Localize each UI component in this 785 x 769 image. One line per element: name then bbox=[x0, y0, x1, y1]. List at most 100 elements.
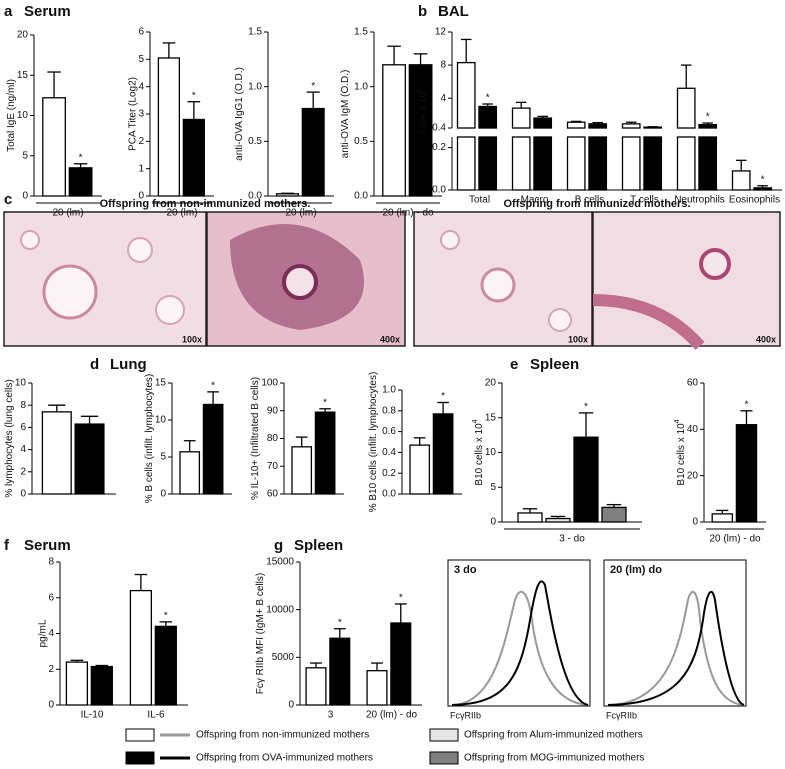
significance-label: * bbox=[311, 81, 315, 92]
bar bbox=[74, 423, 105, 495]
bar bbox=[432, 413, 454, 495]
legend-label: Offspring from MOG-immunized mothers bbox=[464, 753, 644, 764]
y-tick-label: 0 bbox=[160, 489, 166, 500]
y-tick-label: 15 bbox=[485, 412, 497, 423]
y-tick-label: 2 bbox=[48, 664, 54, 675]
y-tick-label: 1.0 bbox=[382, 385, 396, 396]
magnification: 100x bbox=[568, 334, 588, 344]
y-tick-label: 20 bbox=[485, 378, 497, 389]
bar bbox=[676, 87, 696, 129]
y-axis-label-text: PCA Titer (Log2) bbox=[127, 77, 138, 151]
y-tick-label: 8 bbox=[440, 60, 446, 71]
y-tick-label: 15 bbox=[17, 70, 29, 81]
significance-label: * bbox=[584, 402, 588, 413]
panel-letter: f bbox=[4, 537, 10, 554]
histogram-x-label: FcγRIIb bbox=[450, 710, 481, 720]
y-tick-label: 0.2 bbox=[432, 142, 446, 153]
bar bbox=[621, 123, 641, 129]
y-tick-label: 5000 bbox=[272, 652, 295, 663]
bar bbox=[409, 444, 431, 495]
bar bbox=[90, 665, 113, 706]
y-axis-label-text: anti-OVA IgG1 (O.D.) bbox=[234, 67, 245, 161]
y-tick-label: 80 bbox=[267, 433, 279, 444]
x-tick-label: Macro bbox=[521, 195, 549, 206]
y-tick-label: 3 bbox=[138, 109, 144, 120]
legend-swatch bbox=[125, 751, 155, 765]
legend-label: Offspring from OVA-immunized mothers bbox=[196, 753, 373, 764]
y-tick-label: 10 bbox=[15, 378, 27, 389]
y-axis-label: % B10 cells (infilt. lymphocytes) bbox=[368, 372, 379, 513]
y-tick-label: 0 bbox=[138, 191, 144, 202]
y-tick-label: 12 bbox=[435, 27, 447, 38]
bar bbox=[621, 136, 641, 191]
magnification: 100x bbox=[182, 334, 202, 344]
y-tick-label: 6 bbox=[138, 27, 144, 38]
bar bbox=[545, 517, 571, 523]
y-tick-label: 100 bbox=[261, 378, 278, 389]
y-axis-label-text: B10 cells x 10 bbox=[473, 423, 484, 486]
bar bbox=[301, 107, 325, 197]
bar bbox=[456, 136, 476, 191]
x-tick-label: 20 (lm) - do bbox=[382, 208, 434, 219]
bar bbox=[643, 136, 663, 191]
x-tick-label: Total bbox=[469, 195, 490, 206]
y-tick-label: 10000 bbox=[266, 604, 294, 615]
x-tick-label: 20 (lm) - do bbox=[709, 534, 761, 545]
bar bbox=[366, 670, 388, 706]
panel-title: Serum bbox=[24, 3, 71, 20]
y-tick-label: 0 bbox=[288, 700, 294, 711]
histogram bbox=[447, 559, 591, 707]
y-axis-label: anti-OVA IgM (O.D.) bbox=[340, 70, 351, 159]
y-tick-label: 0.4 bbox=[382, 447, 396, 458]
y-axis-label-sup: 4 bbox=[472, 419, 479, 423]
y-axis-label-text: % lymphocytes (lung cells) bbox=[3, 379, 14, 497]
bar bbox=[154, 625, 177, 706]
y-tick-label: 8 bbox=[20, 400, 26, 411]
bar bbox=[456, 61, 476, 129]
x-tick-label: 20 (lm) bbox=[166, 208, 197, 219]
bar bbox=[65, 661, 89, 706]
y-tick-label: 10 bbox=[155, 415, 167, 426]
y-tick-label: 0 bbox=[692, 517, 698, 528]
y-axis-label-text: % IL-10+ (Infiltrated B cells) bbox=[250, 377, 261, 500]
significance-label: * bbox=[211, 381, 215, 392]
significance-label: * bbox=[441, 391, 445, 402]
y-tick-label: 0.5 bbox=[248, 136, 262, 147]
panel-letter: a bbox=[4, 3, 13, 20]
x-tick-label: Eosinophils bbox=[729, 195, 780, 206]
y-tick-label: 1.0 bbox=[354, 81, 368, 92]
significance-label: * bbox=[399, 593, 403, 604]
significance-label: * bbox=[192, 90, 196, 101]
bar bbox=[533, 117, 553, 129]
bar bbox=[314, 411, 336, 495]
bar bbox=[711, 513, 734, 523]
y-axis-label-text: % B cells (infilt. lymphocytes) bbox=[143, 374, 154, 503]
y-tick-label: 0 bbox=[490, 517, 496, 528]
panel-letter: d bbox=[90, 356, 99, 373]
micrograph-group-title: Offspring from immunized mothers. bbox=[503, 198, 690, 210]
bar bbox=[511, 136, 531, 191]
bar bbox=[588, 136, 608, 191]
y-tick-label: 4 bbox=[48, 628, 54, 639]
y-tick-label: 6 bbox=[48, 592, 54, 603]
y-axis-label: pg/mL bbox=[37, 619, 48, 647]
y-axis-label: cells x 105 bbox=[416, 88, 429, 134]
panel-title: Spleen bbox=[530, 356, 579, 373]
legend-label: Offspring from non-immunized mothers bbox=[196, 730, 369, 741]
y-axis-label: Total IgE (ng/ml) bbox=[5, 79, 16, 152]
legend-swatch bbox=[125, 728, 155, 742]
y-tick-label: 4 bbox=[440, 93, 446, 104]
y-axis-label: B10 cells x 104 bbox=[472, 419, 485, 485]
bar bbox=[129, 589, 153, 706]
y-tick-label: 4 bbox=[20, 444, 26, 455]
y-tick-label: 1.5 bbox=[248, 27, 262, 38]
bar bbox=[390, 622, 412, 706]
bar bbox=[68, 167, 93, 197]
y-tick-label: 8 bbox=[48, 557, 54, 568]
bar bbox=[41, 411, 72, 495]
x-tick-label: IL-6 bbox=[147, 710, 165, 721]
y-tick-label: 20 bbox=[687, 470, 699, 481]
y-axis-label-text: anti-OVA IgM (O.D.) bbox=[340, 70, 351, 159]
bar bbox=[731, 170, 751, 191]
y-axis-label: % lymphocytes (lung cells) bbox=[3, 379, 14, 497]
